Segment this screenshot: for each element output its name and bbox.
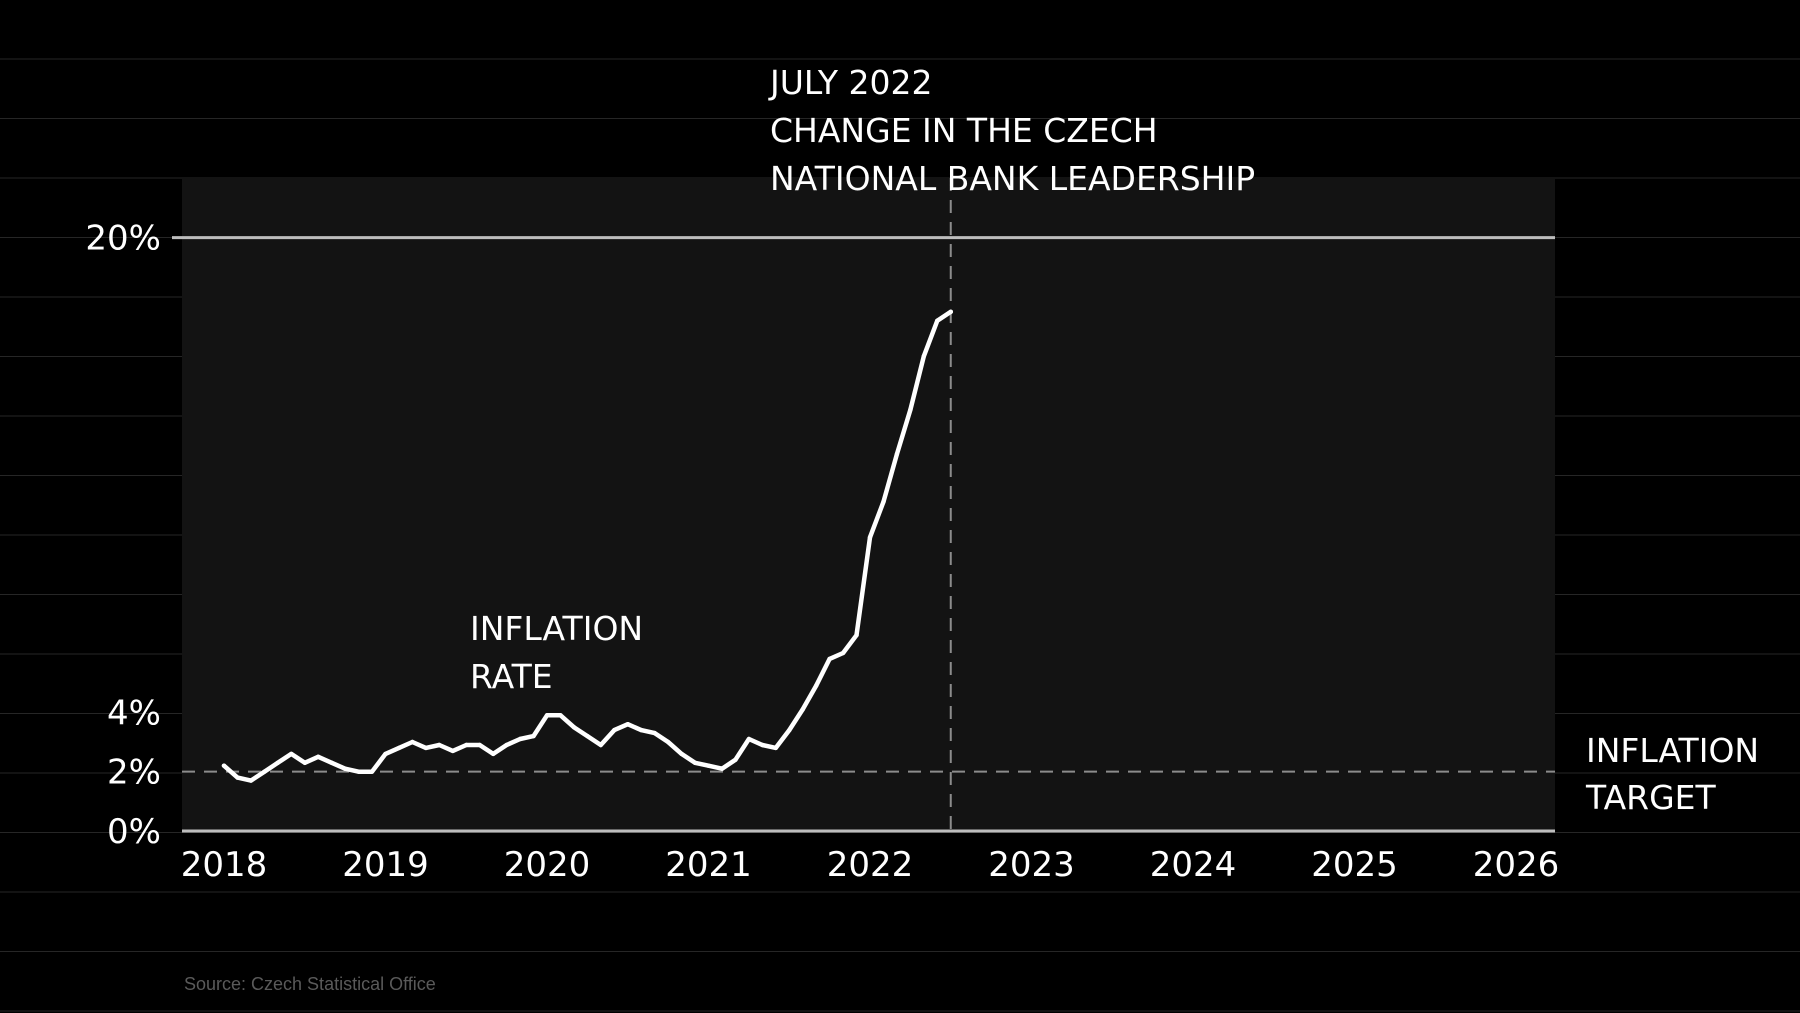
data-point (396, 745, 402, 751)
data-point (760, 742, 765, 748)
data-point (342, 766, 348, 771)
data-point (437, 742, 442, 748)
event-annotation: JULY 2022 CHANGE IN THE CZECH NATIONAL B… (768, 63, 1255, 198)
data-point (477, 742, 482, 748)
data-point (464, 742, 469, 748)
data-point (369, 769, 375, 774)
data-point (517, 736, 523, 742)
data-point (840, 650, 846, 656)
data-point (235, 775, 240, 780)
plot-area (182, 178, 1555, 831)
data-point (558, 713, 563, 718)
data-point (248, 778, 254, 783)
data-point (800, 707, 805, 712)
x-tick-label: 2021 (665, 845, 752, 885)
x-tick-label: 2025 (1311, 845, 1398, 885)
data-point (491, 751, 496, 757)
data-point (289, 751, 294, 757)
data-point (639, 727, 644, 733)
data-point (531, 733, 536, 739)
data-point (854, 633, 859, 638)
data-point (450, 748, 455, 754)
data-point (504, 742, 509, 748)
x-tick-label: 2023 (988, 845, 1075, 885)
data-point (410, 739, 415, 745)
event-annotation-line-1: JULY 2022 (768, 63, 933, 102)
axes (172, 236, 1555, 833)
data-point (221, 763, 227, 768)
y-axis-ticks: 0% 2% 4% 20% (85, 219, 161, 852)
data-point (894, 452, 900, 457)
x-tick-label: 2026 (1473, 845, 1560, 885)
reference-lines (182, 178, 1555, 831)
data-point (383, 751, 388, 757)
series-label-line-2: RATE (470, 657, 553, 696)
data-point (598, 742, 603, 748)
data-point (706, 763, 711, 768)
data-point (262, 769, 267, 774)
data-point (302, 760, 307, 765)
data-point (719, 766, 725, 771)
data-point (787, 727, 792, 733)
y-tick-label: 20% (85, 219, 161, 259)
data-point (935, 318, 940, 323)
data-point (773, 745, 778, 751)
data-point (665, 739, 671, 745)
x-tick-label: 2019 (342, 845, 429, 885)
data-point (733, 757, 738, 762)
data-point (585, 733, 590, 739)
data-point (679, 751, 684, 757)
data-point (612, 727, 617, 733)
data-point (544, 713, 550, 718)
series-label-line-1: INFLATION (470, 609, 643, 648)
data-point (316, 754, 321, 759)
data-point (746, 736, 752, 742)
y-tick-label: 2% (107, 753, 161, 793)
x-tick-label: 2020 (504, 845, 591, 885)
data-point (625, 722, 630, 727)
series (221, 309, 954, 783)
y-tick-label: 4% (107, 693, 161, 733)
data-point (652, 730, 657, 736)
source-note: Source: Czech Statistical Office (184, 974, 436, 994)
event-annotation-line-3: NATIONAL BANK LEADERSHIP (770, 159, 1255, 198)
target-label-line-2: TARGET (1585, 778, 1717, 817)
data-point (692, 760, 698, 765)
data-point (356, 769, 361, 774)
series-label: INFLATION RATE (470, 609, 643, 696)
data-point (948, 309, 953, 314)
data-point (814, 683, 819, 688)
data-point (423, 745, 429, 751)
data-point (881, 499, 886, 504)
data-point (329, 760, 334, 765)
x-tick-label: 2022 (827, 845, 914, 885)
target-label-line-1: INFLATION (1586, 731, 1759, 770)
data-point (275, 760, 280, 765)
data-point (921, 354, 926, 359)
x-tick-label: 2018 (181, 845, 268, 885)
x-tick-label: 2024 (1150, 845, 1237, 885)
data-point (827, 656, 832, 662)
event-annotation-line-2: CHANGE IN THE CZECH (770, 111, 1158, 150)
target-label: INFLATION TARGET (1585, 731, 1759, 817)
data-point (908, 407, 913, 412)
data-point (571, 725, 577, 730)
data-point (867, 535, 873, 540)
x-axis-ticks: 2018 2019 2020 2021 2022 2023 2024 2025 2026 (181, 845, 1560, 885)
y-tick-label: 0% (107, 812, 161, 852)
